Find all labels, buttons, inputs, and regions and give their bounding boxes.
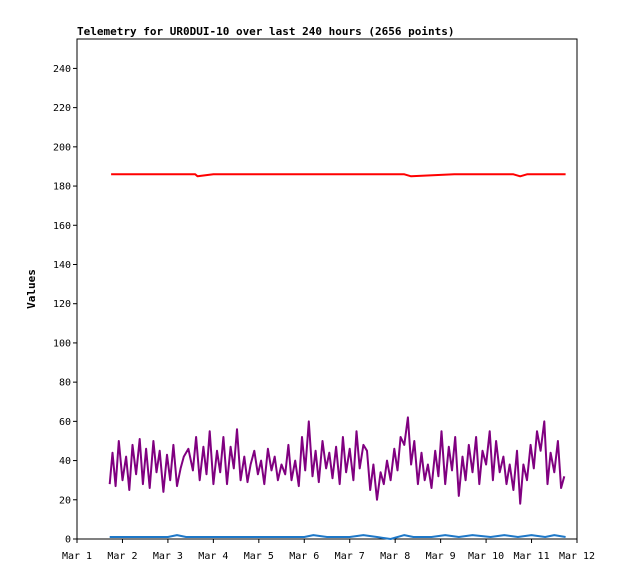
y-tick-label: 40 (59, 456, 71, 467)
y-tick-label: 240 (53, 64, 71, 75)
y-tick-label: 120 (53, 299, 71, 310)
x-tick-label: Mar 7 (335, 551, 365, 562)
y-tick-label: 80 (59, 378, 71, 389)
x-tick-label: Mar 5 (244, 551, 274, 562)
x-tick-label: Mar 8 (380, 551, 410, 562)
x-tick-label: Mar 10 (468, 551, 504, 562)
series-line-1 (108, 416, 566, 505)
x-tick-label: Mar 12 (559, 551, 595, 562)
plot-area-frame (76, 38, 578, 540)
x-tick-label: Mar 1 (62, 551, 92, 562)
series-line-2 (109, 534, 566, 540)
chart-title: Telemetry for UR0DUI-10 over last 240 ho… (77, 25, 455, 38)
y-axis-label: Values (25, 269, 38, 309)
x-axis: Mar 1 Mar 2 Mar 3 Mar 4 Mar 5 Mar 6 Mar 7 Mar 8… (62, 539, 595, 562)
y-tick-label: 220 (53, 103, 71, 114)
y-tick-label: 0 (65, 535, 71, 546)
series-line-0 (111, 173, 566, 178)
x-tick-label: Mar 3 (153, 551, 183, 562)
x-tick-label: Mar 9 (426, 551, 456, 562)
y-tick-label: 20 (59, 495, 71, 506)
x-tick-label: Mar 11 (513, 551, 549, 562)
series-layer (108, 173, 566, 540)
y-tick-label: 200 (53, 142, 71, 153)
x-tick-label: Mar 6 (289, 551, 319, 562)
y-tick-label: 100 (53, 338, 71, 349)
y-tick-label: 180 (53, 182, 71, 193)
y-tick-label: 160 (53, 221, 71, 232)
y-tick-label: 60 (59, 417, 71, 428)
x-tick-label: Mar 4 (198, 551, 228, 562)
x-tick-label: Mar 2 (107, 551, 137, 562)
y-axis: 0 20 40 60 80 100 120 140 160 180 200 220 240 (53, 64, 77, 546)
y-tick-label: 140 (53, 260, 71, 271)
